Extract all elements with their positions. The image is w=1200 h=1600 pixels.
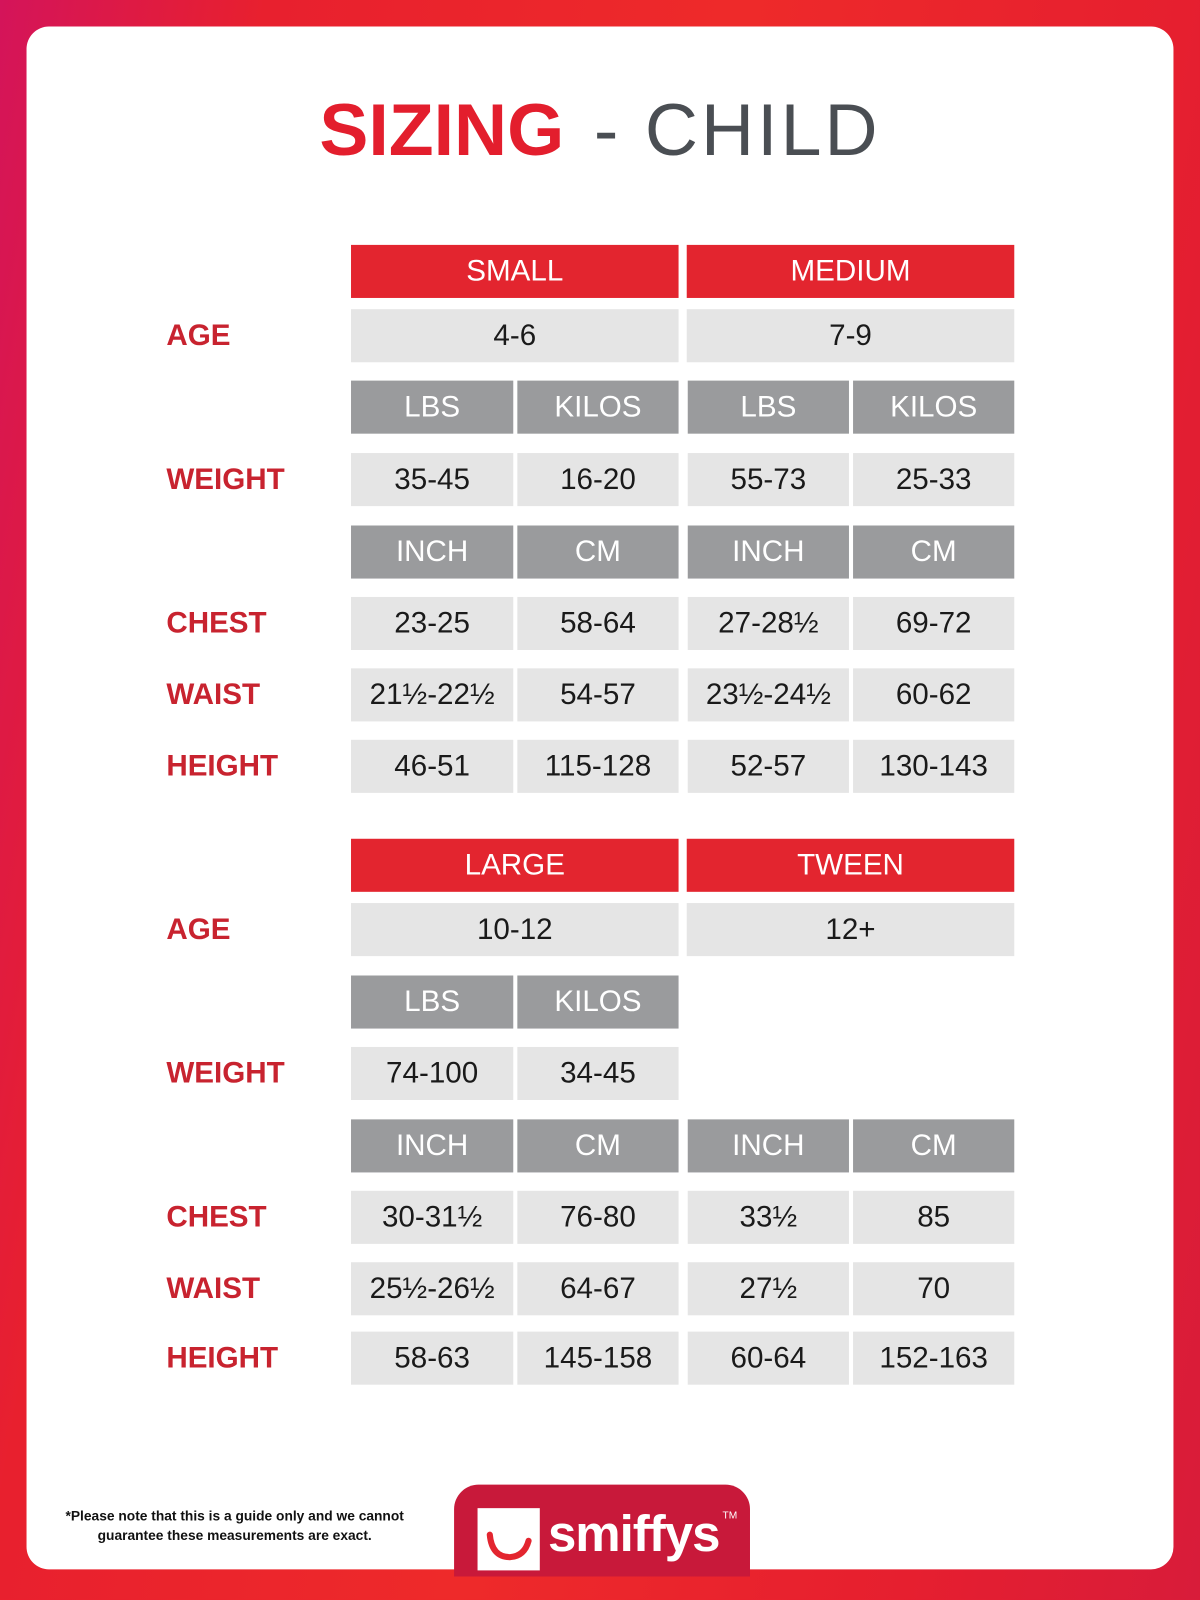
unit-header: KILOS	[853, 380, 1015, 434]
chest-value: 30-31½	[351, 1190, 514, 1244]
unit-header: INCH	[687, 525, 849, 579]
unit-header: KILOS	[517, 975, 679, 1029]
waist-value: 21½-22½	[351, 668, 514, 722]
age-value: 4-6	[351, 309, 679, 363]
waist-value: 27½	[687, 1262, 849, 1316]
height-value: 60-64	[687, 1331, 849, 1385]
chest-value: 58-64	[517, 596, 679, 650]
unit-header: CM	[853, 525, 1015, 579]
chest-value: 27-28½	[687, 596, 849, 650]
chest-value: 33½	[687, 1190, 849, 1244]
note-line: guarantee these measurements are exact.	[97, 1527, 372, 1543]
unit-header: LBS	[351, 975, 514, 1029]
logo-text: smiffys	[547, 1505, 721, 1563]
height-value: 130-143	[853, 739, 1015, 793]
unit-header: KILOS	[517, 380, 679, 434]
row-label-age: AGE	[166, 912, 231, 946]
age-value: 10-12	[351, 903, 679, 957]
waist-value: 64-67	[517, 1262, 679, 1316]
logo-wordmark: smiffys TM	[548, 1500, 737, 1567]
unit-header: CM	[517, 525, 679, 579]
row-label-height: HEIGHT	[166, 1341, 279, 1374]
weight-value: 35-45	[351, 453, 514, 507]
disclaimer-note: *Please note that this is a guide only a…	[61, 1506, 408, 1545]
waist-value: 54-57	[517, 668, 679, 722]
weight-value: 34-45	[517, 1046, 679, 1100]
chest-value: 23-25	[351, 596, 514, 650]
smiffys-logo-icon	[477, 1508, 540, 1571]
unit-header: CM	[853, 1119, 1015, 1173]
row-label-chest: CHEST	[166, 606, 267, 640]
size-header: LARGE	[351, 838, 679, 892]
unit-header: LBS	[351, 380, 514, 434]
row-label-chest: CHEST	[166, 1200, 267, 1234]
size-header: TWEEN	[686, 838, 1015, 892]
size-header: SMALL	[351, 244, 679, 298]
size-header: MEDIUM	[686, 244, 1015, 298]
unit-header: CM	[517, 1119, 679, 1173]
weight-value: 55-73	[687, 453, 849, 507]
height-value: 52-57	[687, 739, 849, 793]
row-label-weight: WEIGHT	[166, 1056, 285, 1090]
height-value: 152-163	[853, 1331, 1015, 1385]
waist-value: 23½-24½	[687, 668, 849, 722]
row-label-height: HEIGHT	[166, 749, 279, 783]
unit-header: INCH	[351, 525, 514, 579]
note-line: *Please note that this is a guide only a…	[65, 1508, 404, 1524]
unit-header: INCH	[687, 1119, 849, 1173]
waist-value: 25½-26½	[351, 1262, 514, 1316]
chest-value: 76-80	[517, 1190, 679, 1244]
weight-value: 16-20	[517, 453, 679, 507]
row-label-age: AGE	[166, 318, 231, 352]
title-light: - CHILD	[570, 89, 881, 172]
unit-header: INCH	[351, 1119, 514, 1173]
height-value: 58-63	[351, 1331, 514, 1385]
height-value: 115-128	[517, 739, 679, 793]
row-label-waist: WAIST	[166, 678, 261, 711]
height-value: 145-158	[517, 1331, 679, 1385]
row-label-weight: WEIGHT	[166, 462, 285, 496]
waist-value: 70	[853, 1262, 1015, 1316]
height-value: 46-51	[351, 739, 514, 793]
age-value: 12+	[686, 903, 1015, 957]
weight-value: 74-100	[351, 1046, 514, 1100]
chest-value: 69-72	[853, 596, 1015, 650]
age-value: 7-9	[686, 309, 1015, 363]
chest-value: 85	[853, 1190, 1015, 1244]
row-label-waist: WAIST	[166, 1271, 261, 1305]
unit-header: LBS	[687, 380, 849, 434]
weight-value: 25-33	[853, 453, 1015, 507]
waist-value: 60-62	[853, 668, 1015, 722]
trademark: TM	[722, 1510, 738, 1522]
page-title: SIZING - CHILD	[0, 90, 1200, 172]
title-bold: SIZING	[319, 89, 565, 172]
